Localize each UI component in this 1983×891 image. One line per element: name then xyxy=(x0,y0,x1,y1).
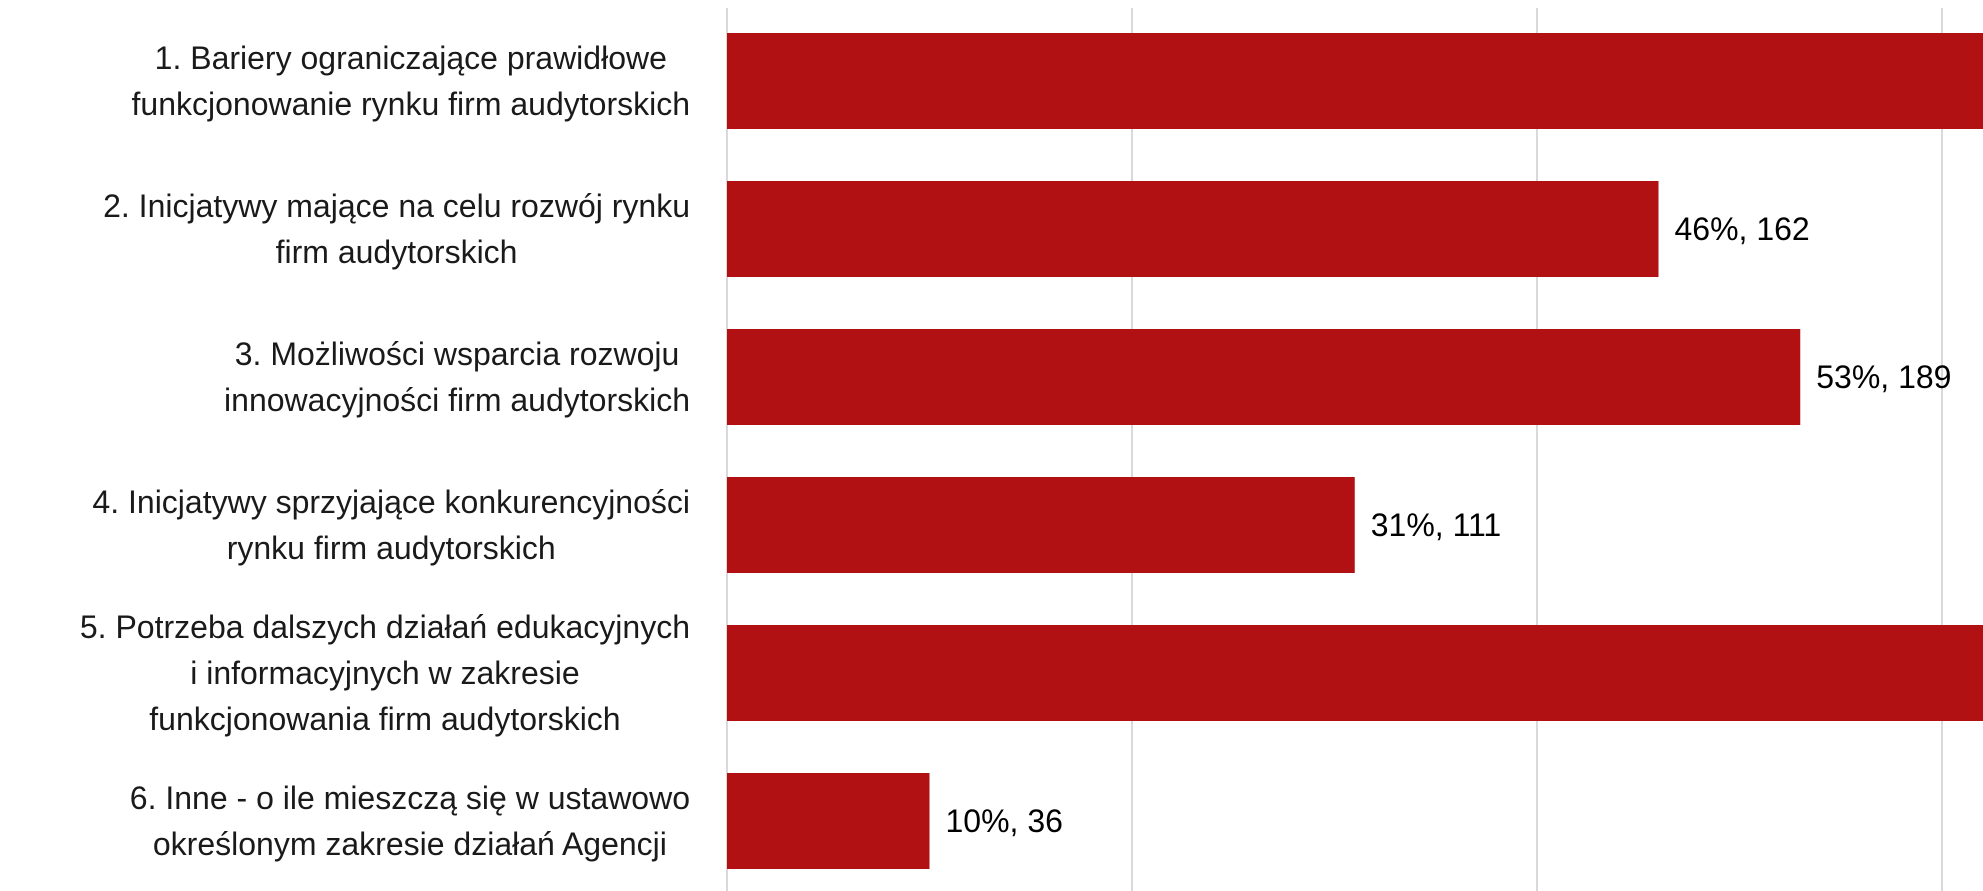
bar xyxy=(727,625,1983,721)
category-label-line: rynku firm audytorskich xyxy=(227,530,556,566)
bar xyxy=(727,181,1659,277)
category-label: 4. Inicjatywy sprzyjające konkurencyjnoś… xyxy=(92,484,690,566)
category-label-line: określonym zakresie działań Agencji xyxy=(153,826,667,862)
category-label-line: 6. Inne - o ile mieszczą się w ustawowo xyxy=(130,780,690,816)
category-label-line: 3. Możliwości wsparcia rozwoju xyxy=(235,336,680,372)
bar xyxy=(727,773,930,869)
category-label-line: i informacyjnych w zakresie xyxy=(190,655,579,691)
category-label: 5. Potrzeba dalszych działań edukacyjnyc… xyxy=(80,609,690,737)
bar xyxy=(727,329,1801,425)
data-label: 53%, 189 xyxy=(1816,359,1951,395)
category-label-line: funkcjonowanie rynku firm audytorskich xyxy=(132,86,690,122)
data-label: 46%, 162 xyxy=(1675,211,1810,247)
category-label-line: 4. Inicjatywy sprzyjające konkurencyjnoś… xyxy=(92,484,690,520)
category-label-line: 1. Bariery ograniczające prawidłowe xyxy=(155,40,667,76)
category-label: 6. Inne - o ile mieszczą się w ustawowo o… xyxy=(130,780,690,862)
bars xyxy=(727,33,1983,869)
bar xyxy=(727,477,1355,573)
category-label-line: 5. Potrzeba dalszych działań edukacyjnyc… xyxy=(80,609,690,645)
category-label: 3. Możliwości wsparcia rozwoju innowacyjn… xyxy=(224,336,690,418)
data-label: 31%, 111 xyxy=(1371,507,1501,543)
category-label: 2. Inicjatywy mające na celu rozwój rynk… xyxy=(103,188,690,270)
gridlines xyxy=(726,8,1943,891)
category-label-line: 2. Inicjatywy mające na celu rozwój rynk… xyxy=(103,188,690,224)
category-labels: 1. Bariery ograniczające prawidłowe funkc… xyxy=(80,40,690,862)
category-label-line: firm audytorskich xyxy=(276,234,518,270)
category-label-line: funkcjonowania firm audytorskich xyxy=(149,701,620,737)
category-label-line: innowacyjności firm audytorskich xyxy=(224,382,690,418)
category-label: 1. Bariery ograniczające prawidłowe funkc… xyxy=(132,40,690,122)
bar xyxy=(727,33,1983,129)
data-label: 10%, 36 xyxy=(946,803,1063,839)
